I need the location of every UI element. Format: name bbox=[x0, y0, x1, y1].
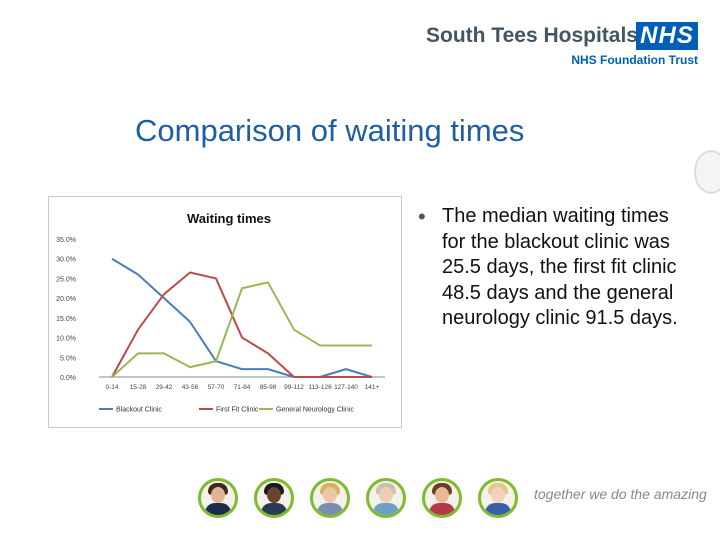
y-tick-label: 10.0% bbox=[56, 336, 76, 343]
staff-avatar bbox=[478, 478, 518, 518]
staff-avatar bbox=[310, 478, 350, 518]
x-tick-label: 85-98 bbox=[260, 384, 277, 391]
slide-title: Comparison of waiting times bbox=[135, 113, 525, 148]
x-tick-label: 0-14 bbox=[105, 384, 118, 391]
staff-avatar bbox=[422, 478, 462, 518]
trust-name: NHS Foundation Trust bbox=[571, 53, 698, 67]
waiting-times-chart: Waiting times 0.0% 5.0% 10.0% 15.0% 20.0% 25.… bbox=[56, 211, 385, 414]
chart-container: Waiting times 0.0% 5.0% 10.0% 15.0% 20.0% 25.… bbox=[48, 196, 402, 428]
chart-legend: Blackout Clinic First Fit Clinic General N… bbox=[99, 407, 354, 414]
series-line bbox=[111, 257, 373, 378]
nhs-logo: South Tees Hospitals NHS NHS Foundation … bbox=[426, 20, 698, 70]
staff-avatar bbox=[254, 478, 294, 518]
organisation-name: South Tees Hospitals bbox=[426, 24, 638, 47]
nhs-badge: NHS bbox=[636, 22, 698, 50]
series-line bbox=[111, 281, 372, 378]
footer-tagline: together we do the amazing bbox=[534, 486, 707, 502]
legend-label: Blackout Clinic bbox=[116, 407, 162, 414]
x-tick-label: 127-140 bbox=[334, 384, 358, 391]
x-tick-label: 43-56 bbox=[182, 384, 199, 391]
y-tick-label: 25.0% bbox=[56, 276, 76, 283]
series-layer bbox=[111, 257, 373, 378]
legend-label: General Neurology Clinic bbox=[276, 407, 354, 414]
y-tick-label: 20.0% bbox=[56, 296, 76, 303]
staff-avatar bbox=[198, 478, 238, 518]
page-curl-decoration bbox=[694, 150, 720, 194]
y-tick-label: 35.0% bbox=[56, 237, 76, 244]
x-tick-label: 15-28 bbox=[130, 384, 147, 391]
series-line bbox=[111, 271, 372, 378]
x-axis: 0-14 15-28 29-42 43-56 57-70 71-84 85-98 99-112… bbox=[99, 376, 385, 391]
bullet-text: The median waiting times for the blackou… bbox=[442, 205, 678, 329]
bullet-marker: • bbox=[418, 204, 426, 229]
x-tick-label: 57-70 bbox=[208, 384, 225, 391]
y-tick-label: 5.0% bbox=[60, 355, 76, 362]
legend-label: First Fit Clinic bbox=[216, 407, 259, 414]
y-tick-label: 15.0% bbox=[56, 316, 76, 323]
y-axis: 0.0% 5.0% 10.0% 15.0% 20.0% 25.0% 30.0% 35.0% bbox=[56, 237, 76, 382]
chart-title: Waiting times bbox=[187, 211, 271, 226]
staff-avatar bbox=[366, 478, 406, 518]
x-tick-label: 71-84 bbox=[234, 384, 251, 391]
y-tick-label: 0.0% bbox=[60, 375, 76, 382]
x-tick-label: 113-126 bbox=[308, 384, 332, 391]
y-tick-label: 30.0% bbox=[56, 257, 76, 264]
staff-avatars bbox=[198, 478, 528, 518]
x-tick-label: 141+ bbox=[365, 384, 380, 391]
x-tick-label: 29-42 bbox=[156, 384, 173, 391]
x-tick-label: 99-112 bbox=[284, 384, 304, 391]
